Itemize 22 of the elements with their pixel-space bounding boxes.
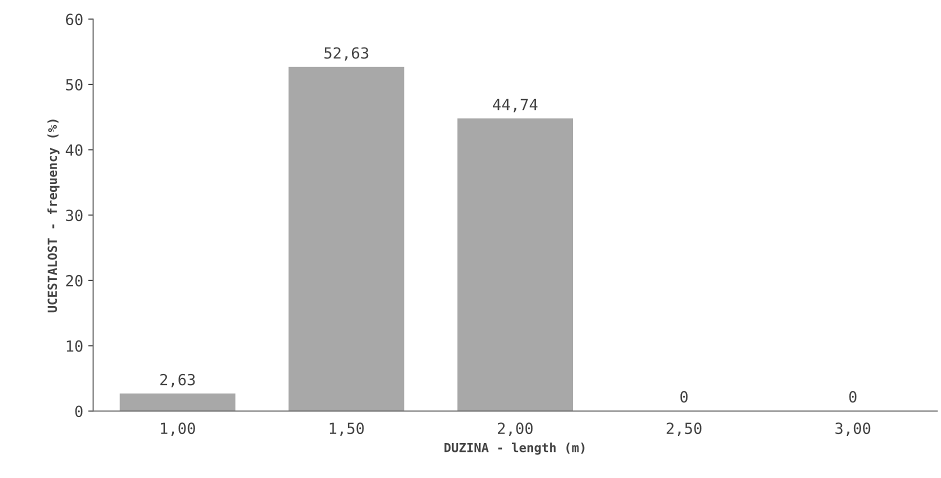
x-tick-label: 2,50 — [666, 422, 702, 436]
y-tick-label: 20 — [66, 274, 82, 286]
x-tick-label: 2,00 — [498, 422, 533, 436]
y-tick-label: 60 — [66, 14, 82, 26]
y-tick-label: 30 — [66, 210, 82, 222]
data-label: 52,63 — [324, 47, 368, 61]
y-axis-title: UCESTALOST - frequency (%) — [47, 120, 60, 312]
x-tick-label: 1,50 — [330, 422, 364, 436]
data-label: 0 — [849, 391, 856, 403]
data-label: 2,63 — [160, 374, 195, 388]
y-tick-label: 10 — [66, 340, 82, 352]
bar — [457, 118, 574, 412]
bar — [288, 66, 404, 412]
y-tick-label: 50 — [66, 78, 82, 91]
data-label: 44,74 — [492, 98, 538, 112]
x-axis-title: DUZINA - length (m) — [444, 442, 584, 455]
x-tick-label: 3,00 — [835, 422, 870, 436]
data-label: 0 — [680, 391, 688, 403]
bar — [120, 393, 236, 412]
y-tick-label: 0 — [75, 406, 82, 418]
x-tick-label: 1,00 — [161, 422, 195, 436]
y-tick-label: 40 — [66, 144, 82, 156]
